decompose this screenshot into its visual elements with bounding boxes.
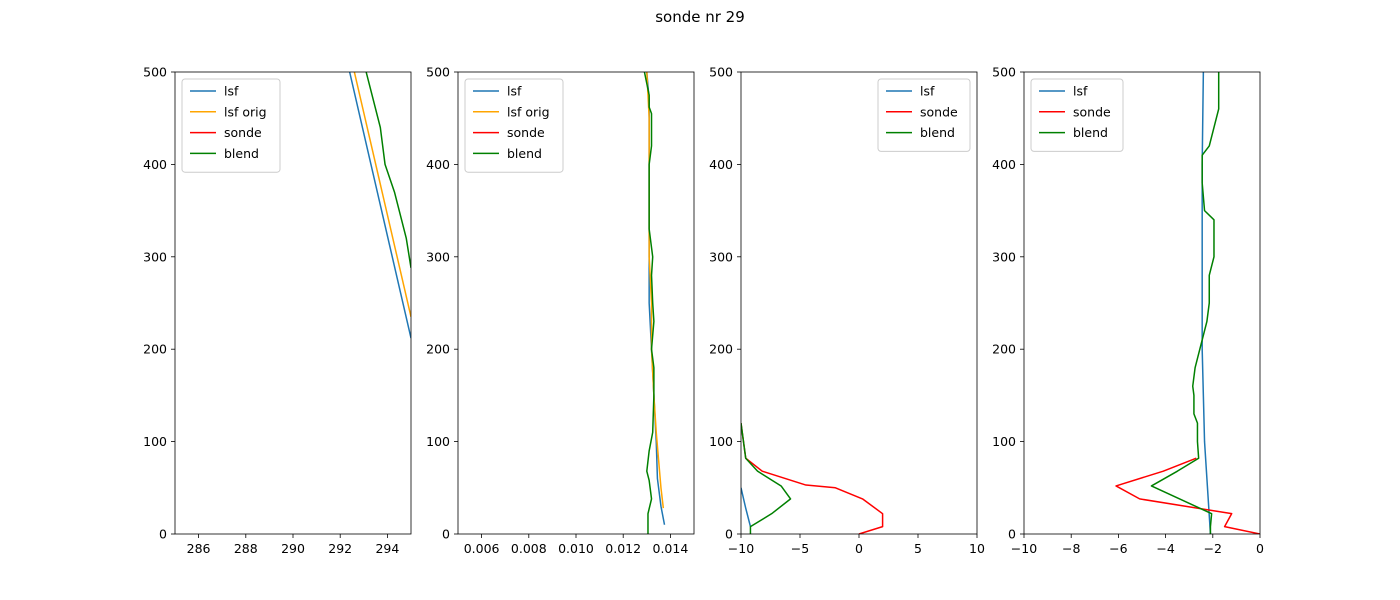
series-line-blend <box>643 72 655 534</box>
y-tick-label: 100 <box>992 434 1016 449</box>
legend: lsf lsf orig sonde blend <box>464 78 564 173</box>
figure-title: sonde nr 29 <box>655 8 745 26</box>
x-tick-label: −10 <box>1011 541 1037 556</box>
legend-label: sonde <box>224 125 262 140</box>
legend: lsf lsf orig sonde blend <box>181 78 281 173</box>
y-tick-label: 300 <box>143 249 167 264</box>
x-tick-label: 292 <box>328 541 352 556</box>
legend-label: sonde <box>507 125 545 140</box>
y-tick-label: 100 <box>426 434 450 449</box>
x-tick-label: 286 <box>187 541 211 556</box>
y-tick-label: 300 <box>709 249 733 264</box>
x-tick-label: 10 <box>969 541 985 556</box>
y-tick-label: 200 <box>992 342 1016 357</box>
y-tick-label: 100 <box>709 434 733 449</box>
legend: lsf sonde blend <box>877 78 971 152</box>
x-tick-label: −10 <box>728 541 754 556</box>
y-tick-label: 200 <box>709 342 733 357</box>
x-tick-label: 5 <box>914 541 922 556</box>
x-tick-label: 288 <box>234 541 258 556</box>
legend-label: lsf orig <box>224 104 267 119</box>
legend-label: lsf <box>507 84 522 99</box>
x-tick-label: 294 <box>375 541 399 556</box>
y-tick-label: 500 <box>426 65 450 80</box>
y-tick-label: 0 <box>159 527 167 542</box>
y-tick-label: 400 <box>426 157 450 172</box>
subplot-2: 0.006 0.008 0.010 0.012 0.014 0 100 200 300 400 50… <box>426 65 695 556</box>
legend-label: blend <box>224 146 259 161</box>
subplot-4: −10 −8 −6 −4 −2 0 0 100 200 300 400 500 lsf sonde blen… <box>992 65 1264 557</box>
series-line-lsf <box>741 487 752 527</box>
y-tick-label: 500 <box>143 65 167 80</box>
y-tick-label: 500 <box>709 65 733 80</box>
y-tick-label: 200 <box>143 342 167 357</box>
y-tick-label: 100 <box>143 434 167 449</box>
legend-box <box>464 78 564 173</box>
series-line-sonde <box>741 423 884 534</box>
x-tick-label: 0 <box>1256 541 1264 556</box>
legend-label: lsf orig <box>507 104 550 119</box>
x-tick-label: −6 <box>1109 541 1127 556</box>
legend-label: blend <box>507 146 542 161</box>
y-tick-label: 200 <box>426 342 450 357</box>
series-line-blend <box>741 423 792 534</box>
x-tick-label: −5 <box>791 541 809 556</box>
series-line-blend <box>365 72 411 269</box>
series-line-blend <box>1150 72 1220 534</box>
x-tick-label: −4 <box>1156 541 1174 556</box>
legend-label: blend <box>1073 125 1108 140</box>
y-tick-label: 400 <box>143 157 167 172</box>
series-line-sonde <box>1115 457 1260 534</box>
legend-label: lsf <box>1073 84 1088 99</box>
y-tick-label: 0 <box>1008 527 1016 542</box>
series-line-lsf-orig <box>646 72 665 509</box>
y-tick-label: 500 <box>992 65 1016 80</box>
x-tick-label: 0.014 <box>653 541 689 556</box>
x-tick-label: 0.008 <box>511 541 547 556</box>
legend-label: blend <box>920 125 955 140</box>
legend: lsf sonde blend <box>1030 78 1124 152</box>
x-tick-label: −8 <box>1062 541 1080 556</box>
x-tick-label: −2 <box>1204 541 1222 556</box>
subplot-1: 286 288 290 292 294 0 100 200 300 400 500 lsf lsf or… <box>143 65 412 556</box>
x-tick-label: 0.006 <box>464 541 500 556</box>
y-tick-label: 300 <box>426 249 450 264</box>
series-line-lsf <box>1201 72 1212 534</box>
y-tick-label: 0 <box>442 527 450 542</box>
x-tick-label: 290 <box>281 541 305 556</box>
legend-box <box>181 78 281 173</box>
series-line-lsf-orig <box>353 72 411 318</box>
legend-label: lsf <box>920 84 935 99</box>
legend-label: sonde <box>920 104 958 119</box>
y-tick-label: 0 <box>725 527 733 542</box>
series-line-lsf <box>348 72 411 339</box>
x-tick-label: 0.012 <box>605 541 641 556</box>
axes-frame <box>1023 71 1261 535</box>
y-tick-label: 400 <box>709 157 733 172</box>
legend-label: lsf <box>224 84 239 99</box>
y-tick-label: 400 <box>992 157 1016 172</box>
x-tick-label: 0 <box>855 541 863 556</box>
y-tick-label: 300 <box>992 249 1016 264</box>
x-tick-label: 0.010 <box>558 541 594 556</box>
legend-label: sonde <box>1073 104 1111 119</box>
